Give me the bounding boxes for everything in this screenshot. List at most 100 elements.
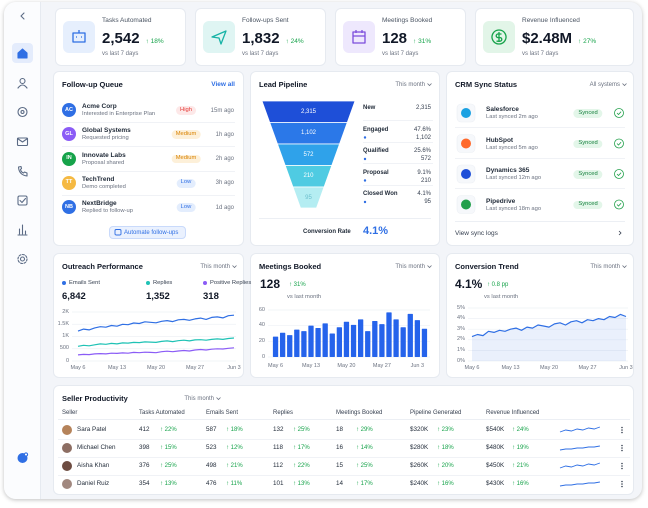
y-tick-label: 500 — [59, 345, 69, 352]
priority-badge: Medium — [171, 130, 201, 140]
x-tick-label: May 6 — [70, 365, 86, 371]
stage-name: New — [363, 105, 376, 111]
cell-value: 412 — [139, 426, 150, 433]
x-tick-label: May 6 — [464, 365, 480, 371]
stage-share: 25.6% — [413, 148, 431, 154]
x-tick-label: May 13 — [501, 365, 520, 371]
kpi-value: 1,832 — [242, 30, 280, 47]
y-tick-label: 40 — [258, 322, 265, 329]
row-divider — [363, 120, 433, 121]
stage-count: 210 — [420, 177, 431, 184]
avatar-initials: AC — [65, 106, 73, 113]
x-tick-label: May 27 — [185, 365, 205, 371]
x-tick-label: May 6 — [268, 363, 284, 369]
lead-name: TechTrend — [82, 175, 115, 183]
row-divider — [62, 122, 235, 123]
series-total: 6,842 — [62, 291, 86, 302]
avatar — [62, 200, 76, 215]
cell-change: ↑ 22% — [160, 427, 177, 433]
row-divider — [58, 457, 630, 458]
row-divider — [363, 141, 433, 143]
filter-dropdown[interactable]: This month — [184, 396, 214, 402]
filter-dropdown[interactable]: This month — [590, 264, 620, 270]
cell-value: $430K — [486, 480, 505, 487]
cell-change: ↑ 16% — [437, 481, 454, 487]
panel-title: Meetings Booked — [259, 262, 322, 271]
row-divider — [62, 194, 235, 196]
meetings-total: 128 — [260, 277, 281, 291]
cell-change: ↑ 18% — [226, 427, 243, 433]
y-tick-label: 2% — [457, 336, 465, 343]
sync-badge: Synced — [573, 200, 603, 210]
filter-dropdown[interactable]: This month — [395, 264, 425, 270]
y-tick-label: 0 — [261, 353, 265, 360]
meetings-period: vs last month — [287, 294, 322, 300]
funnel-label: 2,315 — [300, 108, 317, 115]
lead-name: Global Systems — [82, 127, 131, 135]
cell-change: ↑ 21% — [512, 463, 529, 469]
panel-title: Outreach Performance — [62, 262, 143, 271]
row-divider — [363, 184, 433, 186]
stage-count: 95 — [424, 199, 431, 205]
cell-change: ↑ 20% — [437, 463, 454, 469]
cell-change: ↑ 29% — [356, 427, 373, 433]
x-tick-label: May 13 — [301, 363, 321, 369]
legend-label: Replies — [153, 279, 173, 286]
kpi-value: $2.48M — [522, 30, 573, 47]
filter-dropdown[interactable]: This month — [395, 82, 425, 88]
column-header: Replies — [273, 410, 294, 416]
cell-change: ↑ 22% — [293, 463, 310, 469]
seller-panel — [53, 385, 634, 495]
view-all-link[interactable]: View all — [211, 81, 235, 88]
crm-name: Dynamics 365 — [486, 167, 530, 174]
cell-value: 14 — [336, 480, 344, 487]
y-tick-label: 20 — [258, 337, 265, 344]
avatar-initials: IN — [66, 155, 72, 162]
crm-status: Last synced 2m ago — [486, 114, 538, 120]
lead-note: Replied to follow-up — [82, 208, 133, 215]
cell-value: 112 — [273, 462, 284, 469]
crm-status: Last synced 5m ago — [486, 144, 538, 151]
row-divider — [62, 170, 235, 172]
kpi-value: 2,542 — [102, 30, 140, 47]
cell-value: 132 — [273, 426, 284, 433]
kpi-label: Revenue Influenced — [522, 17, 580, 24]
panel-title: Lead Pipeline — [259, 80, 308, 89]
x-tick-label: May 13 — [107, 365, 127, 371]
lead-name: Innovate Labs — [82, 151, 126, 159]
row-divider — [58, 439, 630, 440]
kpi-period: vs last 7 days — [242, 51, 279, 57]
stage-count: 2,315 — [415, 105, 431, 111]
sync-logs-link[interactable]: View sync logs — [455, 230, 498, 237]
lead-name: NextBridge — [82, 200, 117, 208]
y-tick-label: 1K — [62, 333, 69, 339]
row-divider — [363, 163, 433, 164]
cell-value: 18 — [336, 426, 344, 433]
kpi-change: ↑ 27% — [578, 38, 597, 45]
row-divider — [455, 157, 625, 159]
cell-value: $320K — [410, 426, 429, 433]
cell-value: $260K — [410, 462, 429, 469]
automate-button-label[interactable]: Automate follow-ups — [124, 229, 179, 236]
automate-button[interactable] — [109, 226, 186, 239]
conversion-panel — [446, 253, 634, 378]
stage-count: 572 — [420, 156, 431, 162]
avatar — [62, 175, 76, 190]
kpi-value-row: 1,832 ↑ 24% — [242, 30, 304, 47]
series-total: 318 — [203, 291, 219, 302]
panel-title: Conversion Trend — [455, 262, 519, 271]
crm-panel — [446, 71, 634, 246]
funnel-label: 572 — [303, 151, 314, 158]
x-tick-label: May 27 — [372, 363, 391, 369]
cell-value: 15 — [336, 462, 344, 469]
y-tick-label: 3% — [457, 325, 465, 332]
funnel-label: 210 — [303, 173, 314, 180]
filter-dropdown[interactable]: All systems — [589, 82, 620, 88]
filter-dropdown[interactable]: This month — [200, 264, 230, 270]
column-header: Pipeline Generated — [410, 410, 462, 416]
crm-name: Salesforce — [486, 106, 519, 113]
stage-share: 4.1% — [417, 191, 431, 197]
avatar — [62, 151, 76, 166]
lead-time: 15m ago — [210, 107, 234, 114]
series-total: 1,352 — [146, 291, 170, 302]
